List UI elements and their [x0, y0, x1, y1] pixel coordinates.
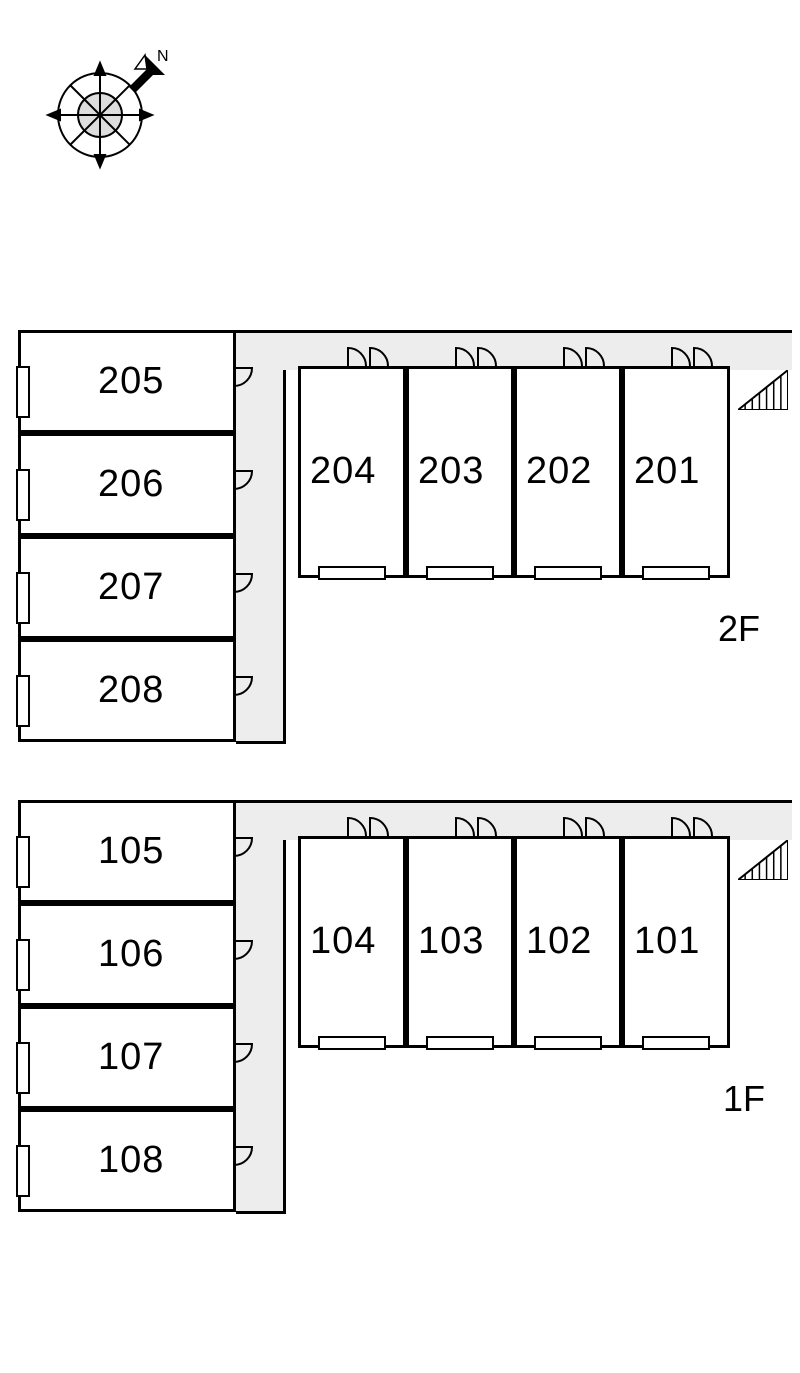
door-icon: [232, 469, 254, 499]
door-icon: [584, 346, 614, 368]
unit-label: 106: [98, 933, 164, 976]
door-icon: [368, 346, 398, 368]
unit-label: 205: [98, 360, 164, 403]
balcony-notch: [318, 1036, 386, 1050]
unit-label: 204: [310, 450, 376, 493]
balcony-notch: [16, 572, 30, 624]
balcony-notch: [16, 366, 30, 418]
door-icon: [692, 346, 722, 368]
floor-1F: 105 106 107 108 104 103 102 101 1F: [18, 800, 792, 1220]
balcony-notch: [16, 939, 30, 991]
door-icon: [232, 836, 254, 866]
unit-label: 208: [98, 669, 164, 712]
floor-label: 1F: [723, 1078, 765, 1120]
balcony-notch: [16, 675, 30, 727]
balcony-notch: [16, 836, 30, 888]
door-icon: [368, 816, 398, 838]
balcony-notch: [426, 1036, 494, 1050]
unit-label: 103: [418, 920, 484, 963]
unit-label: 206: [98, 463, 164, 506]
unit-label: 107: [98, 1036, 164, 1079]
unit-label: 201: [634, 450, 700, 493]
floor-2F: 205 206 207 208 204 203 202 201 2F: [18, 330, 792, 750]
unit-label: 203: [418, 450, 484, 493]
unit-label: 102: [526, 920, 592, 963]
balcony-notch: [642, 566, 710, 580]
door-icon: [232, 939, 254, 969]
door-icon: [232, 366, 254, 396]
door-icon: [692, 816, 722, 838]
compass-icon: N: [45, 45, 175, 175]
balcony-notch: [426, 566, 494, 580]
balcony-notch: [534, 566, 602, 580]
door-icon: [476, 816, 506, 838]
balcony-notch: [16, 469, 30, 521]
balcony-notch: [534, 1036, 602, 1050]
door-icon: [232, 1042, 254, 1072]
floor-label: 2F: [718, 608, 760, 650]
unit-label: 202: [526, 450, 592, 493]
unit-label: 104: [310, 920, 376, 963]
balcony-notch: [16, 1042, 30, 1094]
compass-north-label: N: [157, 48, 169, 65]
balcony-notch: [16, 1145, 30, 1197]
unit-label: 207: [98, 566, 164, 609]
door-icon: [232, 675, 254, 705]
door-icon: [232, 1145, 254, 1175]
stairs-icon: [738, 370, 788, 410]
unit-label: 101: [634, 920, 700, 963]
balcony-notch: [642, 1036, 710, 1050]
balcony-notch: [318, 566, 386, 580]
door-icon: [584, 816, 614, 838]
door-icon: [476, 346, 506, 368]
stairs-icon: [738, 840, 788, 880]
door-icon: [232, 572, 254, 602]
floor-plan-canvas: N 205 206 207 208 204 203 202 201 2F 105 106 107 108…: [0, 0, 800, 1373]
unit-label: 105: [98, 830, 164, 873]
unit-label: 108: [98, 1139, 164, 1182]
